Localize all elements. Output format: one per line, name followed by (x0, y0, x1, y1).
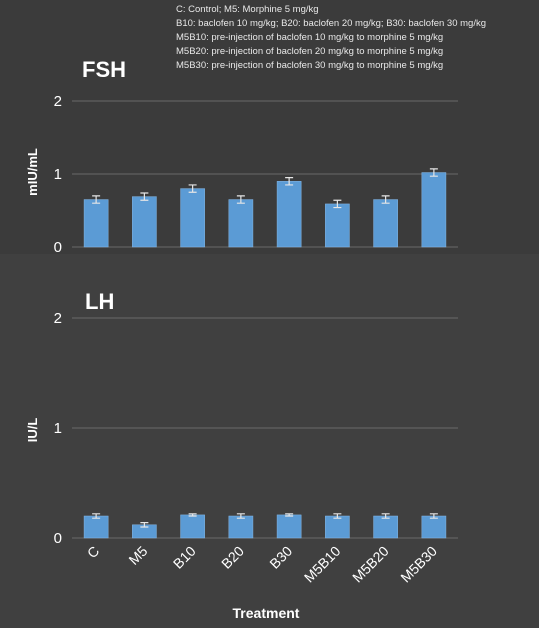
lh-bar-m5b20 (373, 515, 398, 539)
lh-y-tick-label: 1 (54, 420, 62, 437)
lh-bar-m5b30 (421, 515, 447, 539)
legend-line: B10: baclofen 10 mg/kg; B20: baclofen 20… (176, 18, 487, 29)
fsh-error-bar (188, 184, 197, 193)
fsh-error-bar (429, 168, 438, 177)
fsh-bar-m5b10 (325, 203, 350, 248)
fsh-error-bar (285, 177, 294, 186)
fsh-bar-m5 (132, 196, 157, 248)
fsh-panel: FSH mIU/mL 0 1 2 (25, 57, 458, 256)
fsh-bar-c (83, 199, 109, 248)
lh-bar-b10 (180, 514, 205, 539)
fsh-error-bar (333, 199, 342, 209)
fsh-bars (83, 168, 447, 248)
legend-line: M5B20: pre-injection of baclofen 20 mg/k… (176, 46, 444, 57)
lh-error-bar (140, 522, 149, 528)
fsh-error-bar (236, 195, 245, 204)
lh-error-bar (285, 513, 294, 517)
lh-bars (83, 513, 447, 539)
fsh-y-ticks: 0 1 2 (54, 93, 62, 256)
lh-title: LH (85, 289, 114, 314)
lh-error-bar (188, 513, 197, 517)
lh-bar-b20 (228, 515, 254, 539)
fsh-y-tick-label: 2 (54, 93, 62, 110)
lh-error-bar (333, 513, 342, 519)
fsh-error-bar (92, 195, 101, 204)
lh-y-axis-label: IU/L (25, 418, 40, 443)
legend-line: M5B10: pre-injection of baclofen 10 mg/k… (176, 32, 444, 43)
lh-bar-b30 (276, 514, 302, 539)
fsh-error-bar (140, 192, 149, 201)
fsh-bar-m5b30 (421, 172, 447, 248)
lh-bar-m5b10 (325, 515, 350, 539)
fsh-bar-m5b20 (373, 199, 398, 248)
fsh-y-axis-label: mIU/mL (25, 148, 40, 196)
fsh-bar-b30 (276, 181, 302, 248)
fsh-bar-b20 (228, 199, 254, 248)
lh-error-bar (236, 513, 245, 519)
lh-error-bar (429, 513, 438, 519)
lh-error-bar (92, 513, 101, 519)
legend-line: M5B30: pre-injection of baclofen 30 mg/k… (176, 60, 444, 71)
lh-y-ticks: 0 1 2 (54, 310, 62, 547)
lh-bar-c (83, 515, 109, 539)
legend-line: C: Control; M5: Morphine 5 mg/kg (176, 4, 319, 15)
fsh-title: FSH (82, 57, 126, 82)
fsh-y-tick-label: 1 (54, 166, 62, 183)
lh-error-bar (381, 513, 390, 519)
lh-y-tick-label: 2 (54, 310, 62, 327)
lh-y-tick-label: 0 (54, 530, 62, 547)
abbreviation-legend: C: Control; M5: Morphine 5 mg/kg B10: ba… (176, 3, 536, 73)
fsh-error-bar (381, 195, 390, 204)
lh-panel-background (0, 254, 539, 628)
x-axis-label: Treatment (233, 605, 300, 621)
fsh-y-tick-label: 0 (54, 239, 62, 256)
fsh-bar-b10 (180, 188, 205, 248)
